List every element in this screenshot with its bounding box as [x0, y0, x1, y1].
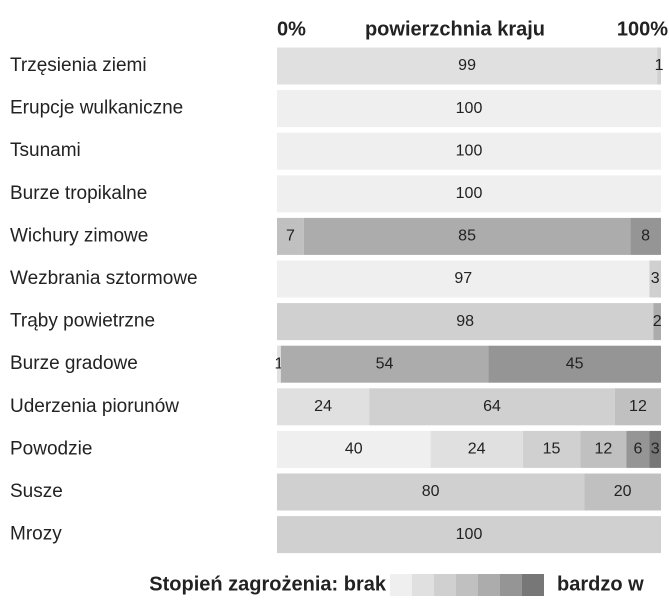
value-label: 15	[543, 441, 561, 458]
bar-segment	[522, 430, 581, 468]
bar-segment	[277, 90, 661, 128]
bar-segment	[277, 430, 431, 468]
value-label: 85	[458, 228, 476, 245]
bar-segment	[584, 473, 661, 511]
value-label: 2	[653, 313, 662, 330]
category-label: Burze gradowe	[10, 353, 138, 374]
legend-swatch	[412, 574, 434, 596]
bar-segment	[488, 345, 661, 383]
value-label: 99	[458, 57, 476, 74]
legend-swatch	[434, 574, 456, 596]
legend-swatch	[478, 574, 500, 596]
value-label: 1	[274, 355, 283, 372]
category-label: Powodzie	[10, 438, 92, 459]
value-label: 3	[651, 270, 660, 287]
value-label: 12	[629, 398, 647, 415]
value-label: 1	[655, 57, 664, 74]
value-label: 24	[314, 398, 332, 415]
category-label: Susze	[10, 481, 63, 502]
legend-swatch	[522, 574, 544, 596]
category-label: Trzęsienia ziemi	[10, 55, 147, 76]
bar-segment	[277, 303, 654, 341]
value-label: 97	[454, 270, 472, 287]
bar-segment	[277, 260, 650, 298]
value-label: 54	[376, 355, 394, 372]
x-axis-label: powierzchnia kraju	[365, 18, 545, 40]
bar-segment	[277, 47, 658, 85]
x-tick-label: 0%	[277, 18, 306, 40]
bar-segment	[614, 388, 661, 426]
value-label: 7	[286, 228, 295, 245]
bar-segment	[649, 260, 661, 298]
value-label: 64	[483, 398, 501, 415]
category-label: Mrozy	[10, 524, 62, 545]
value-label: 8	[641, 228, 650, 245]
bar-segment	[653, 303, 661, 341]
bar-segment	[303, 217, 631, 255]
value-label: 100	[456, 142, 483, 159]
value-label: 100	[456, 100, 483, 117]
bar-segment	[630, 217, 661, 255]
value-label: 100	[456, 185, 483, 202]
value-label: 98	[456, 313, 474, 330]
bar-segment	[580, 430, 627, 468]
bar-segment	[277, 132, 661, 170]
x-tick-label: 100%	[617, 18, 668, 40]
category-label: Trąby powietrzne	[10, 311, 155, 332]
bar-segment	[277, 175, 661, 213]
value-label: 40	[345, 441, 363, 458]
category-label: Wichury zimowe	[10, 225, 148, 246]
legend-swatch	[500, 574, 522, 596]
value-label: 3	[651, 441, 660, 458]
legend-swatch	[390, 574, 412, 596]
value-label: 100	[456, 526, 483, 543]
bar-segment	[277, 345, 281, 383]
legend-swatch	[456, 574, 478, 596]
value-label: 12	[595, 441, 613, 458]
value-label: 45	[566, 355, 584, 372]
category-label: Tsunami	[10, 140, 81, 161]
category-label: Wezbrania sztormowe	[10, 268, 198, 289]
bar-segment	[277, 217, 304, 255]
bar-segment	[280, 345, 489, 383]
bar-segment	[277, 473, 585, 511]
value-label: 6	[634, 441, 643, 458]
legend-end: bardzo w	[557, 573, 644, 595]
bar-segment	[277, 516, 661, 554]
value-label: 20	[614, 483, 632, 500]
value-label: 24	[468, 441, 486, 458]
value-label: 80	[422, 483, 440, 500]
bar-segment	[626, 430, 650, 468]
bar-segment	[649, 430, 661, 468]
legend-title: Stopień zagrożenia: brak	[149, 573, 387, 595]
bar-segment	[277, 388, 370, 426]
category-label: Burze tropikalne	[10, 183, 147, 204]
bar-segment	[657, 47, 661, 85]
category-label: Uderzenia piorunów	[10, 396, 179, 417]
category-label: Erupcje wulkaniczne	[10, 98, 183, 119]
bar-segment	[369, 388, 615, 426]
bar-segment	[430, 430, 523, 468]
